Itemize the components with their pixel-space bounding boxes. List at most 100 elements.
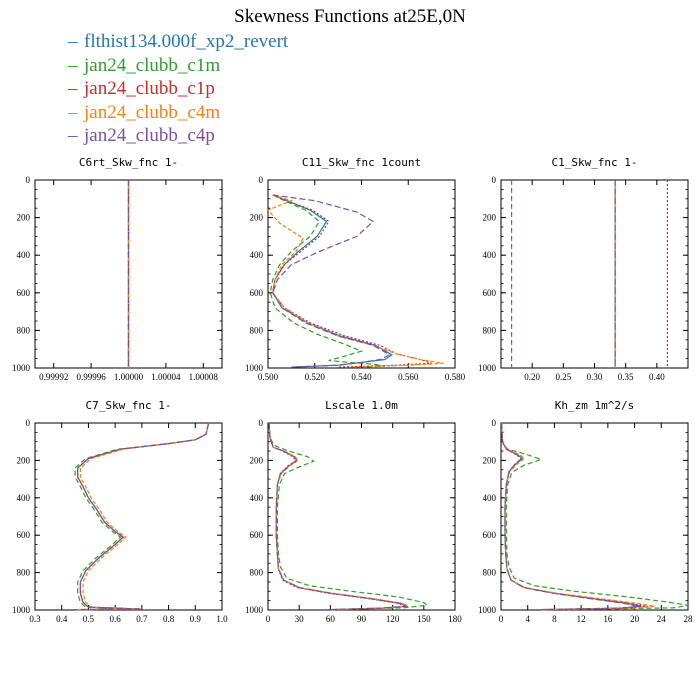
x-tick-label: 0.25 (555, 372, 571, 382)
y-tick-label: 1000 (245, 605, 264, 615)
x-tick-label: 0.5 (83, 614, 95, 624)
panel-frame (500, 179, 689, 369)
legend-item: – jan24_clubb_c1p (68, 77, 288, 101)
panel-title: Lscale 1.0m (325, 399, 398, 412)
x-tick-label: 12 (577, 614, 586, 624)
y-tick-label: 600 (17, 530, 31, 540)
x-tick-label: 0.500 (258, 372, 279, 382)
y-tick-label: 800 (17, 325, 31, 335)
y-tick-label: 200 (250, 213, 264, 223)
x-tick-label: 0.520 (305, 372, 326, 382)
y-tick-label: 800 (483, 568, 497, 578)
legend-label: jan24_clubb_c4m (84, 101, 221, 123)
legend-dash: – (68, 78, 78, 99)
series-line-jan24-clubb-c1p (268, 422, 407, 611)
legend-dash: – (68, 101, 78, 123)
legend-item: – jan24_clubb_c1m (68, 54, 288, 78)
y-tick-label: 200 (17, 213, 31, 223)
y-tick-label: 0 (259, 175, 264, 185)
x-tick-label: 0.6 (110, 614, 122, 624)
series-line-flthist134-000f-xp2-revert (268, 422, 409, 611)
series-line-jan24-clubb-c4p (75, 422, 210, 611)
y-tick-label: 400 (250, 493, 264, 503)
y-tick-label: 600 (17, 288, 31, 298)
x-tick-label: 0.8 (163, 614, 175, 624)
y-tick-label: 800 (250, 325, 264, 335)
legend-dash: – (68, 125, 78, 146)
x-tick-label: 1.00000 (114, 372, 144, 382)
legend-label: jan24_clubb_c4p (84, 125, 215, 146)
series-line-jan24-clubb-c1p (272, 194, 432, 368)
series-line-jan24-clubb-c1p (501, 422, 648, 611)
x-tick-label: 0.99992 (39, 372, 68, 382)
series-line-flthist134-000f-xp2-revert (272, 194, 394, 368)
legend-item: – jan24_clubb_c4m (68, 101, 288, 125)
y-tick-label: 600 (250, 530, 264, 540)
series-line-jan24-clubb-c4m (501, 422, 655, 611)
panel-title: Kh_zm 1m^2/s (555, 399, 634, 412)
y-tick-label: 1000 (478, 363, 497, 373)
y-tick-label: 600 (250, 288, 264, 298)
legend-dash: – (68, 54, 78, 76)
x-tick-label: 1.00008 (189, 372, 219, 382)
panel-title: C6rt_Skw_fnc 1- (79, 156, 178, 169)
y-tick-label: 0 (26, 418, 31, 428)
y-tick-label: 400 (483, 250, 497, 260)
x-tick-label: 0.20 (524, 372, 540, 382)
panel-frame (500, 422, 689, 611)
x-tick-label: 8 (552, 614, 557, 624)
panel-frame (34, 422, 223, 611)
series-line-jan24-clubb-c4p (501, 422, 639, 611)
series-line-jan24-clubb-c1m (74, 422, 210, 611)
panel-title: C7_Skw_fnc 1- (85, 399, 171, 412)
series-line-jan24-clubb-c1m (268, 422, 429, 611)
legend-item: – flthist134.000f_xp2_revert (68, 30, 288, 54)
x-tick-label: 120 (386, 614, 400, 624)
x-tick-label: 4 (525, 614, 530, 624)
y-tick-label: 0 (492, 175, 497, 185)
x-tick-label: 30 (295, 614, 305, 624)
legend-label: jan24_clubb_c1p (84, 78, 215, 99)
x-tick-label: 0.560 (398, 372, 419, 382)
legend-label: jan24_clubb_c1m (84, 54, 221, 76)
series-line-jan24-clubb-c1m (501, 422, 689, 611)
y-tick-label: 600 (483, 288, 497, 298)
y-tick-label: 800 (483, 325, 497, 335)
x-tick-label: 24 (657, 614, 667, 624)
x-tick-label: 1.0 (216, 614, 228, 624)
y-tick-label: 1000 (12, 605, 31, 615)
x-tick-label: 0 (499, 614, 504, 624)
series-line-jan24-clubb-c4m (75, 422, 210, 611)
y-tick-label: 400 (250, 250, 264, 260)
panel-title: C11_Skw_fnc 1count (302, 156, 421, 169)
series-line-jan24-clubb-c1m (269, 194, 385, 368)
y-tick-label: 800 (17, 568, 31, 578)
x-tick-label: 0.30 (587, 372, 603, 382)
y-tick-label: 0 (26, 175, 31, 185)
series-line-jan24-clubb-c4p (268, 422, 409, 611)
y-tick-label: 0 (259, 418, 264, 428)
y-tick-label: 1000 (478, 605, 497, 615)
x-tick-label: 150 (417, 614, 431, 624)
y-tick-label: 1000 (245, 363, 264, 373)
y-tick-label: 800 (250, 568, 264, 578)
series-line-jan24-clubb-c4m (268, 422, 411, 611)
y-tick-label: 200 (250, 455, 264, 465)
x-tick-label: 90 (357, 614, 367, 624)
y-tick-label: 400 (17, 493, 31, 503)
y-tick-label: 1000 (12, 363, 31, 373)
x-tick-label: 20 (630, 614, 640, 624)
y-tick-label: 0 (492, 418, 497, 428)
x-tick-label: 1.00004 (151, 372, 181, 382)
series-line-jan24-clubb-c4m (266, 194, 444, 368)
x-tick-label: 0.3 (29, 614, 41, 624)
y-tick-label: 200 (483, 213, 497, 223)
panel-frame (267, 179, 456, 369)
legend: – flthist134.000f_xp2_revert – jan24_clubb… (68, 30, 288, 148)
legend-dash: – (68, 31, 78, 52)
x-tick-label: 0 (266, 614, 271, 624)
figure-title: Skewness Functions at25E,0N (234, 6, 466, 27)
x-tick-label: 16 (603, 614, 613, 624)
x-tick-label: 0.540 (351, 372, 372, 382)
